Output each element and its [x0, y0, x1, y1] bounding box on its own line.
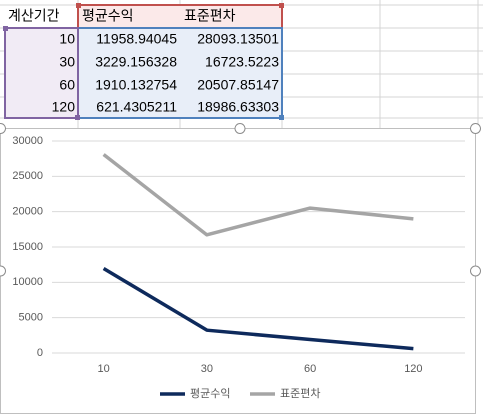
- legend-label: 표준편차: [280, 387, 320, 400]
- y-tick-label: 15000: [12, 241, 43, 253]
- cell: 20507.85147: [197, 77, 279, 93]
- cell: 28093.13501: [197, 31, 279, 47]
- y-tick-label: 30000: [12, 135, 43, 147]
- cell: 30: [59, 54, 75, 70]
- y-tick-label: 20000: [12, 206, 43, 218]
- cell: 3229.156328: [95, 54, 177, 70]
- series-line: [102, 153, 414, 237]
- y-tick-label: 10000: [12, 276, 43, 288]
- x-tick-label: 120: [404, 363, 422, 375]
- cell: 1910.132754: [95, 77, 177, 93]
- legend-label: 평균수익: [190, 387, 230, 400]
- y-tick-label: 0: [37, 347, 43, 359]
- cell: 10: [59, 31, 75, 47]
- y-tick-label: 5000: [19, 312, 43, 324]
- header-cell: 표준편차: [184, 8, 236, 24]
- x-tick-label: 10: [98, 363, 110, 375]
- cell: 120: [52, 99, 76, 115]
- cell: 18986.63303: [197, 99, 279, 115]
- y-tick-label: 25000: [12, 170, 43, 182]
- x-tick-label: 60: [304, 363, 316, 375]
- sheet: [0, 0, 483, 128]
- cell: 16723.5223: [205, 54, 279, 70]
- header-cell: 계산기간: [8, 8, 60, 24]
- cell: 11958.94045: [96, 31, 177, 47]
- x-tick-label: 30: [201, 363, 213, 375]
- series-line: [102, 266, 414, 351]
- cell: 60: [59, 77, 75, 93]
- header-cell: 평균수익: [82, 8, 134, 24]
- cell: 621.4305211: [96, 99, 177, 115]
